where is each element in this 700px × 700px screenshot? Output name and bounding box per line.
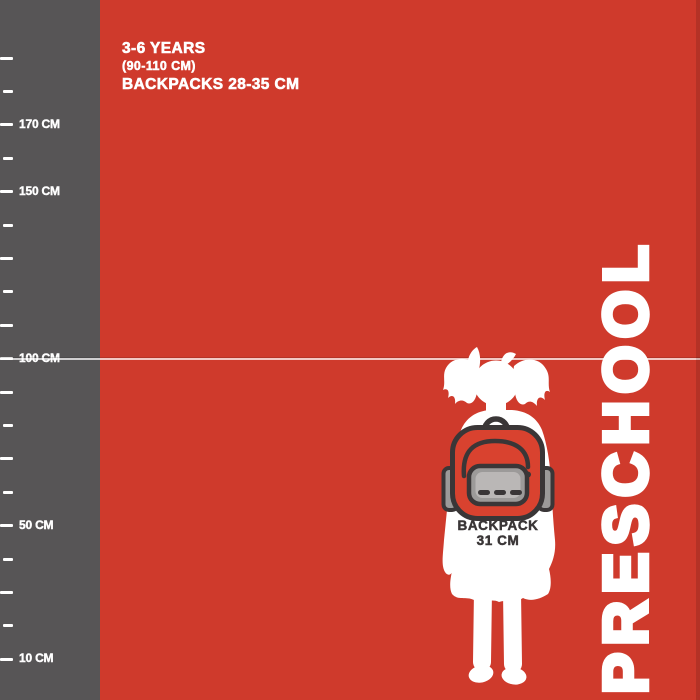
ruler-tick	[3, 290, 13, 294]
ruler-tick	[0, 323, 13, 327]
height-ruler: 170 CM 150 CM 100 CM 50 CM 10 CM	[0, 0, 100, 700]
height-range-label: (90-110 CM)	[122, 59, 196, 74]
ruler-tick	[3, 624, 13, 628]
ruler-tick	[0, 56, 13, 60]
ruler-tick	[0, 657, 13, 661]
ruler-tick	[0, 190, 13, 194]
ruler-tick	[0, 457, 13, 461]
ruler-tick	[3, 423, 13, 427]
backpack-caption-line2: 31 CM	[476, 533, 520, 549]
ruler-tick	[3, 156, 13, 160]
ruler-tick-label: 150 CM	[19, 183, 60, 198]
ruler-tick	[0, 390, 13, 394]
age-range-label: 3-6 YEARS	[122, 40, 206, 58]
ruler-tick	[3, 490, 13, 494]
ruler-tick	[3, 89, 13, 93]
ruler-tick	[0, 590, 13, 594]
backpack-size-label: BACKPACKS 28-35 CM	[122, 76, 300, 94]
right-edge-shade	[696, 0, 700, 700]
ruler-tick	[0, 123, 13, 127]
ruler-tick	[3, 223, 13, 227]
ruler-tick	[3, 557, 13, 561]
ruler-tick	[0, 256, 13, 260]
backpack-icon	[441, 416, 555, 521]
ruler-tick-label: 100 CM	[19, 350, 60, 364]
header-block: 3-6 YEARS (90-110 CM) BACKPACKS 28-35 CM	[122, 39, 300, 95]
ruler-tick-label: 50 CM	[19, 517, 54, 532]
ruler-tick-label: 10 CM	[19, 651, 54, 666]
stage-title: PRESCHOOL	[590, 236, 664, 696]
ruler-tick	[0, 524, 13, 528]
height-guide-line	[0, 358, 700, 360]
backpack-caption-line1: BACKPACK	[457, 518, 539, 534]
ruler-tick-label: 170 CM	[19, 116, 60, 131]
